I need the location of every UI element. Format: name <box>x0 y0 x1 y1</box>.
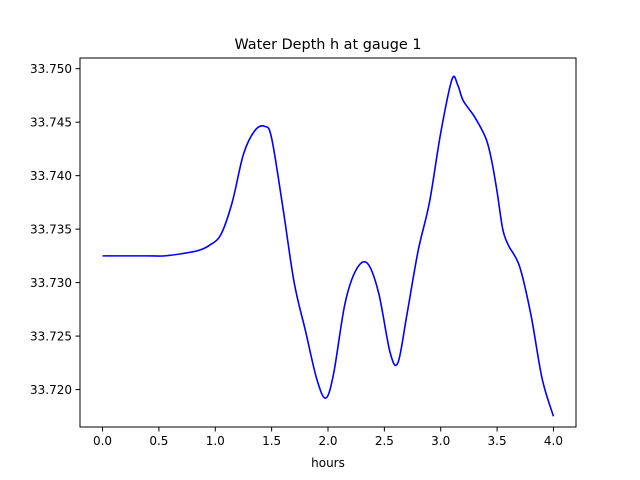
x-tick-label: 3.0 <box>431 434 450 448</box>
chart-title: Water Depth h at gauge 1 <box>234 37 421 53</box>
x-tick-label: 3.5 <box>488 434 507 448</box>
y-tick-label: 33.725 <box>30 330 72 344</box>
plot-frame <box>79 57 577 428</box>
y-tick-label: 33.740 <box>30 169 72 183</box>
x-tick-label: 0.0 <box>93 434 112 448</box>
plot-area <box>80 58 576 427</box>
y-axis: 33.720 33.725 33.730 33.735 33.740 33.745 33.7… <box>30 62 80 397</box>
x-axis-title: hours <box>311 456 345 470</box>
y-tick-label: 33.735 <box>30 223 72 237</box>
y-tick-label: 33.745 <box>30 116 72 130</box>
x-tick-label: 2.0 <box>318 434 337 448</box>
x-axis: 0.0 0.5 1.0 1.5 2.0 2.5 3.0 3.5 4.0 <box>93 427 563 448</box>
series-line-0 <box>102 75 555 417</box>
x-tick-label: 1.5 <box>262 434 281 448</box>
x-tick-label: 1.0 <box>206 434 225 448</box>
x-tick-label: 4.0 <box>544 434 563 448</box>
series-layer <box>102 75 555 417</box>
x-tick-label: 2.5 <box>375 434 394 448</box>
x-tick-label: 0.5 <box>149 434 168 448</box>
y-tick-label: 33.720 <box>30 383 72 397</box>
y-tick-label: 33.730 <box>30 276 72 290</box>
y-tick-label: 33.750 <box>30 62 72 76</box>
